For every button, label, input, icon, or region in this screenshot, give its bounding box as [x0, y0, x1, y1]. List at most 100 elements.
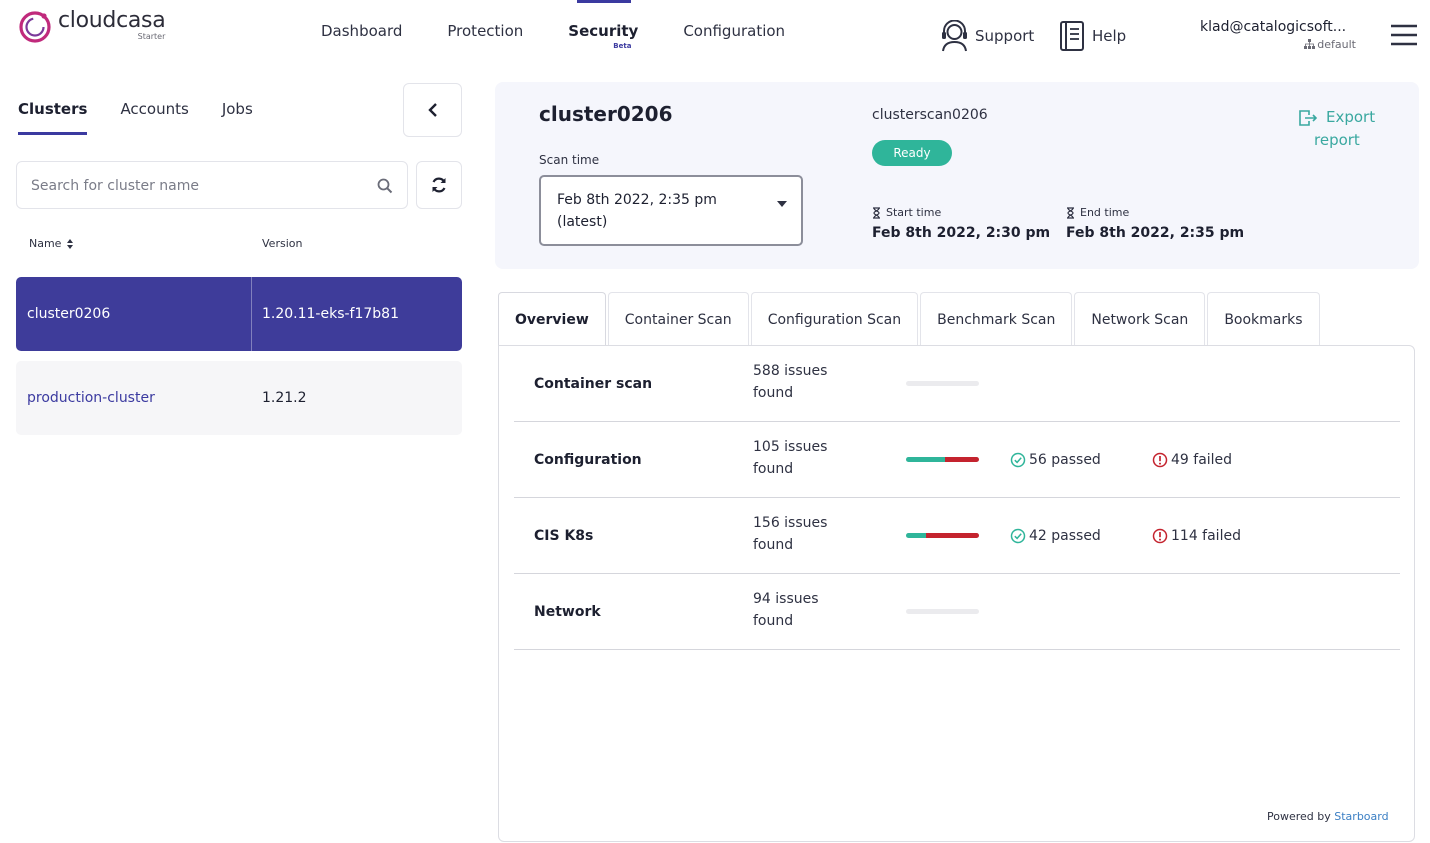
user-email: klad@catalogicsoft... [1200, 19, 1347, 35]
overview-row: Configuration 105 issues found 56 passed… [514, 422, 1400, 498]
collapse-sidebar-button[interactable] [403, 83, 462, 137]
cloudcasa-logo-icon [19, 11, 51, 43]
result-bar-passed [906, 457, 945, 462]
end-time-label: End time [1080, 206, 1130, 219]
brand-tier: Starter [137, 32, 166, 41]
cloudcasa-logo[interactable]: cloudcasa Starter [18, 8, 166, 44]
sort-icon [67, 238, 74, 249]
refresh-button[interactable] [416, 161, 462, 209]
check-circle-icon [1010, 452, 1026, 468]
result-bar [906, 609, 979, 614]
cluster-name: cluster0206 [27, 306, 111, 322]
scan-category: Network [534, 604, 601, 620]
passed-label: 56 passed [1029, 452, 1101, 468]
help-label: Help [1092, 27, 1127, 45]
tab-accounts[interactable]: Accounts [120, 100, 189, 118]
row-divider [251, 277, 252, 351]
scan-name: clusterscan0206 [872, 107, 988, 123]
alert-circle-icon [1152, 452, 1168, 468]
beta-badge: Beta [613, 42, 632, 50]
top-navigation-bar: cloudcasa Starter Dashboard Protection S… [0, 0, 1430, 72]
org-tree-icon [1304, 39, 1316, 49]
starboard-link[interactable]: Starboard [1334, 810, 1389, 823]
powered-by: Powered by Starboard [1267, 810, 1389, 823]
scan-time-select[interactable]: Feb 8th 2022, 2:35 pm (latest) [539, 175, 803, 246]
tab-benchmark-scan[interactable]: Benchmark Scan [920, 292, 1073, 346]
powered-by-label: Powered by [1267, 810, 1331, 823]
scan-category: CIS K8s [534, 528, 594, 544]
cluster-name: production-cluster [27, 390, 155, 406]
support-link[interactable]: Support [940, 20, 1034, 52]
tab-container-scan[interactable]: Container Scan [607, 292, 749, 346]
scan-tabs: Overview Container Scan Configuration Sc… [498, 292, 1322, 347]
scan-time-value: Feb 8th 2022, 2:35 pm (latest) [557, 192, 717, 230]
passed-count: 42 passed [1010, 498, 1101, 574]
overview-row: CIS K8s 156 issues found 42 passed 114 f… [514, 498, 1400, 574]
failed-count: 114 failed [1152, 498, 1241, 574]
issue-count: 105 issues found [753, 439, 828, 477]
cluster-version: 1.20.11-eks-f17b81 [262, 306, 399, 322]
start-time-label: Start time [886, 206, 942, 219]
support-label: Support [975, 27, 1035, 45]
start-time-value: Feb 8th 2022, 2:30 pm [872, 225, 1051, 241]
search-input[interactable] [31, 174, 361, 198]
tab-clusters[interactable]: Clusters [18, 100, 88, 135]
headset-icon [942, 20, 967, 52]
cluster-summary-card: cluster0206 Scan time Feb 8th 2022, 2:35… [495, 82, 1419, 269]
column-header-name-label: Name [29, 237, 62, 250]
hourglass-icon [1067, 206, 1074, 219]
caret-down-icon [777, 201, 787, 207]
nav-dashboard[interactable]: Dashboard [321, 22, 403, 40]
help-link[interactable]: Help [1058, 20, 1126, 52]
column-header-name[interactable]: Name [29, 237, 75, 250]
nav-configuration[interactable]: Configuration [683, 22, 786, 40]
alert-circle-icon [1152, 528, 1168, 544]
export-label-2: report [1314, 131, 1360, 149]
brand-name: cloudcasa [58, 8, 166, 33]
cluster-row[interactable]: production-cluster 1.21.2 [16, 361, 462, 435]
overview-row: Network 94 issues found [514, 574, 1400, 650]
tab-bookmarks[interactable]: Bookmarks [1207, 292, 1320, 346]
sidebar-tabs: Clusters Accounts Jobs [18, 100, 286, 135]
scan-category: Configuration [534, 452, 642, 468]
overview-row: Container scan 588 issues found [514, 346, 1400, 422]
result-bar-failed [944, 457, 979, 462]
user-menu[interactable]: klad@catalogicsoft... default [1200, 19, 1360, 51]
overview-panel: Container scan 588 issues found Configur… [498, 345, 1415, 842]
tab-overview[interactable]: Overview [498, 292, 606, 347]
hourglass-icon [873, 206, 880, 219]
tab-configuration-scan[interactable]: Configuration Scan [750, 292, 919, 346]
end-time: End time Feb 8th 2022, 2:35 pm [1066, 206, 1244, 241]
nav-protection[interactable]: Protection [447, 22, 524, 40]
failed-count: 49 failed [1152, 422, 1232, 498]
result-bar [906, 457, 979, 462]
issue-count: 156 issues found [753, 515, 828, 553]
main-nav: Dashboard Protection Security Beta Confi… [321, 22, 830, 50]
failed-label: 49 failed [1171, 452, 1233, 468]
result-bar-failed [925, 533, 979, 538]
user-org-label: default [1317, 38, 1356, 51]
cluster-version: 1.21.2 [262, 390, 307, 406]
refresh-icon [432, 177, 446, 193]
active-nav-indicator [577, 0, 631, 3]
status-badge: Ready [872, 140, 952, 166]
tab-network-scan[interactable]: Network Scan [1074, 292, 1206, 346]
result-bar [906, 381, 979, 386]
page-title: cluster0206 [539, 102, 673, 126]
hamburger-menu-icon[interactable] [1390, 24, 1418, 46]
book-icon [1060, 21, 1084, 51]
search-icon[interactable] [377, 178, 393, 194]
tab-jobs[interactable]: Jobs [221, 100, 253, 118]
user-org: default [1200, 38, 1360, 51]
issue-count: 588 issues found [753, 363, 828, 401]
scan-category: Container scan [534, 376, 653, 392]
check-circle-icon [1010, 528, 1026, 544]
scan-time-label: Scan time [539, 153, 600, 167]
cluster-search [16, 161, 408, 209]
nav-security-label: Security [568, 22, 639, 40]
nav-security[interactable]: Security Beta [568, 22, 639, 50]
chevron-left-icon [427, 103, 437, 117]
export-label: Export [1326, 108, 1376, 126]
issue-count: 94 issues found [753, 591, 819, 629]
cluster-row[interactable]: cluster0206 1.20.11-eks-f17b81 [16, 277, 462, 351]
